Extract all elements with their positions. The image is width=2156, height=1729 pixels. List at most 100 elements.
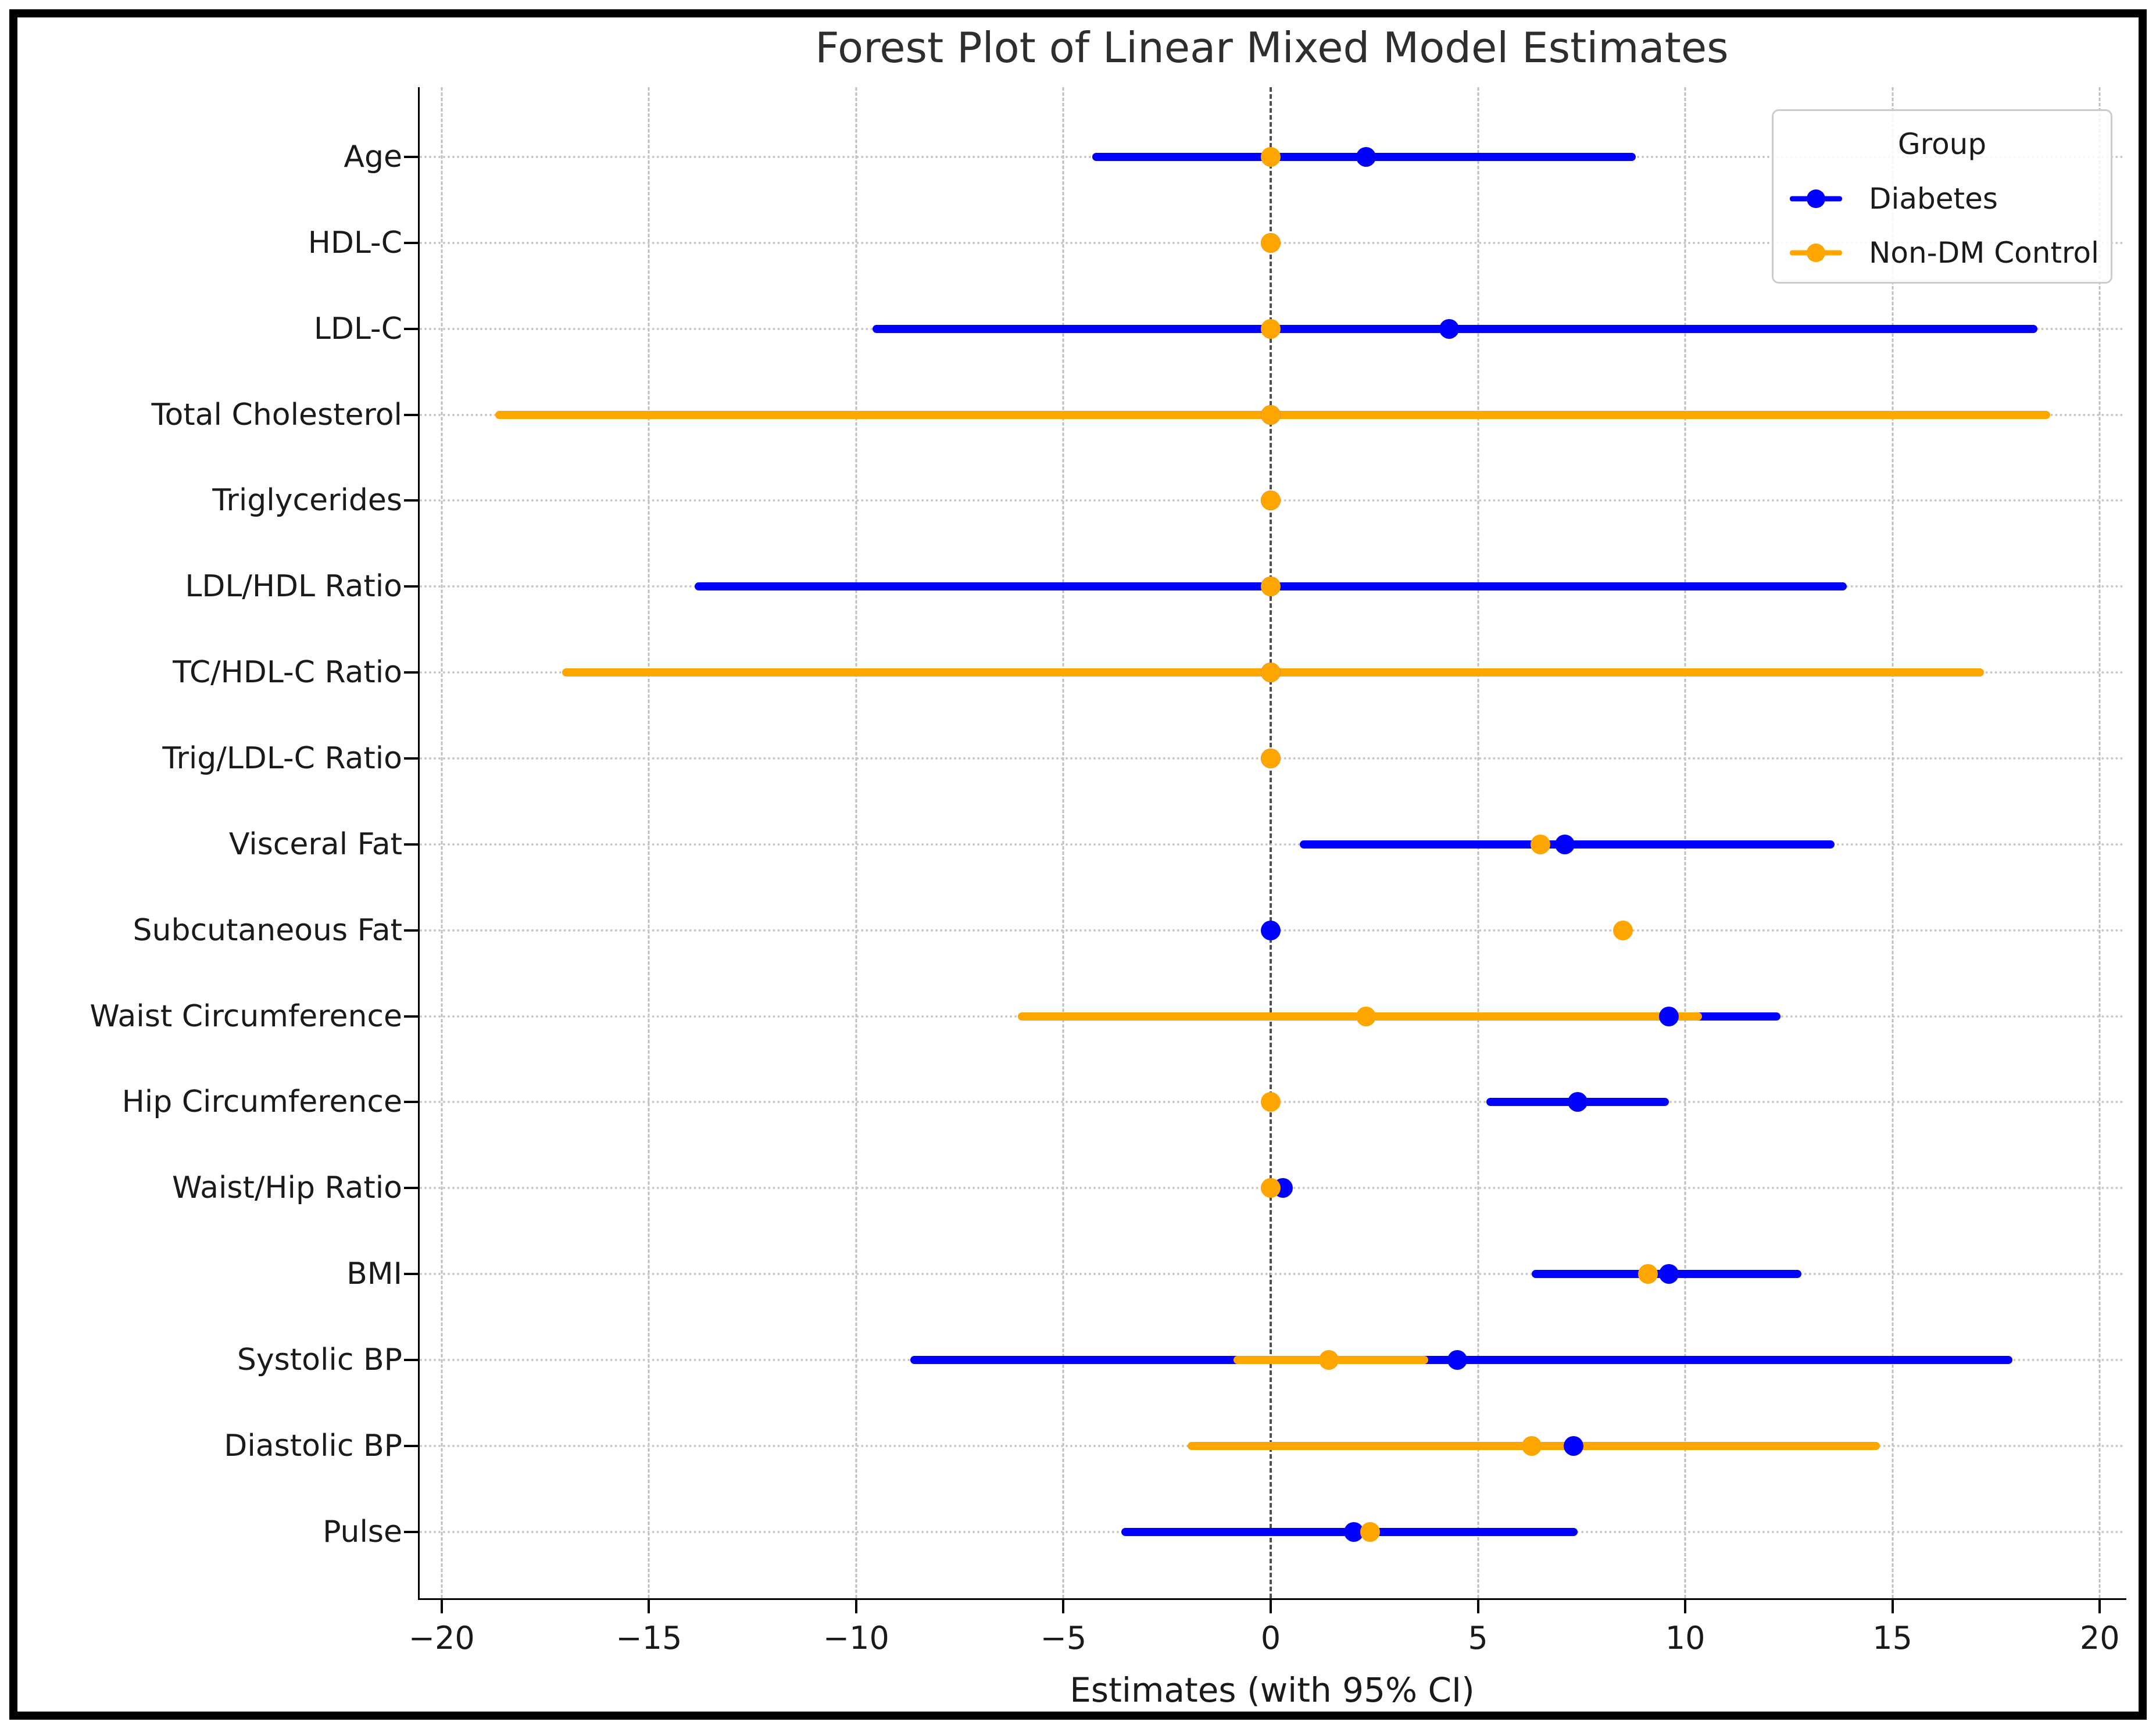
x-tick-label: 0: [1260, 1620, 1281, 1656]
x-axis-label: Estimates (with 95% CI): [1070, 1670, 1475, 1710]
estimate-dot-non-dm-control: [1261, 318, 1281, 339]
estimate-dot-diabetes: [1343, 1522, 1364, 1542]
x-tick-label: 20: [2079, 1620, 2120, 1656]
gridline-15: [1892, 87, 1894, 1598]
x-tick-label: 15: [1872, 1620, 1913, 1656]
y-tick-mark: [404, 241, 420, 244]
gridline--5: [1062, 87, 1064, 1598]
estimate-dot-non-dm-control: [1356, 1006, 1376, 1026]
estimate-dot-non-dm-control: [1360, 1522, 1381, 1542]
y-tick-mark: [404, 1187, 420, 1190]
y-axis-label: Age: [344, 139, 402, 174]
y-tick-mark: [404, 1444, 420, 1447]
y-axis-label: BMI: [346, 1257, 402, 1292]
x-tick-label: −20: [408, 1620, 475, 1656]
gridline--15: [648, 87, 650, 1598]
y-axis-label: Subcutaneous Fat: [133, 912, 402, 948]
y-axis-label: Trig/LDL-C Ratio: [162, 740, 402, 776]
y-axis-label: Systolic BP: [237, 1342, 402, 1377]
estimate-dot-diabetes: [1563, 1436, 1583, 1456]
legend-item-non-dm-control: Non-DM Control: [1790, 236, 2099, 270]
estimate-dot-non-dm-control: [1261, 748, 1281, 768]
y-tick-mark: [404, 1273, 420, 1276]
x-tick-label: −5: [1040, 1620, 1087, 1656]
legend-marker-dot: [1807, 244, 1825, 262]
x-tick-label: 10: [1665, 1620, 1706, 1656]
estimate-dot-diabetes: [1658, 1264, 1679, 1284]
estimate-dot-non-dm-control: [1261, 577, 1281, 597]
y-tick-mark: [404, 585, 420, 588]
estimate-dot-diabetes: [1261, 920, 1281, 940]
y-axis-label: Waist/Hip Ratio: [172, 1170, 402, 1206]
estimate-dot-non-dm-control: [1261, 1092, 1281, 1112]
estimate-dot-non-dm-control: [1613, 920, 1633, 940]
chart-title: Forest Plot of Linear Mixed Model Estima…: [815, 23, 1729, 72]
gridline-20: [2098, 87, 2101, 1598]
estimate-dot-diabetes: [1567, 1092, 1587, 1112]
errorbar-marker-icon: [1790, 189, 1842, 209]
y-tick-mark: [404, 499, 420, 502]
gridline--10: [855, 87, 857, 1598]
y-tick-mark: [404, 1358, 420, 1361]
y-tick-mark: [404, 327, 420, 330]
errorbar-marker-icon: [1790, 243, 1842, 263]
y-tick-mark: [404, 1101, 420, 1104]
legend-label-diabetes: Diabetes: [1869, 182, 1998, 216]
estimate-dot-diabetes: [1447, 1349, 1467, 1370]
estimate-dot-non-dm-control: [1261, 232, 1281, 253]
x-tick-mark: [854, 1598, 857, 1613]
x-tick-mark: [1270, 1598, 1272, 1613]
row-grid-line: [420, 843, 2125, 846]
estimate-dot-diabetes: [1658, 1006, 1679, 1026]
gridline--20: [441, 87, 443, 1598]
estimate-dot-non-dm-control: [1261, 147, 1281, 167]
y-tick-mark: [404, 1015, 420, 1018]
y-axis-label: LDL/HDL Ratio: [185, 569, 402, 604]
y-tick-mark: [404, 757, 420, 760]
y-tick-mark: [404, 929, 420, 932]
x-tick-label: 5: [1468, 1620, 1488, 1656]
estimate-dot-non-dm-control: [1318, 1349, 1339, 1370]
y-axis-label: Total Cholesterol: [151, 397, 402, 432]
x-tick-mark: [2098, 1598, 2101, 1613]
y-axis-label: Pulse: [323, 1514, 402, 1549]
estimate-dot-non-dm-control: [1261, 491, 1281, 511]
y-tick-mark: [404, 671, 420, 674]
row-grid-line: [420, 1273, 2125, 1276]
x-tick-mark: [1476, 1598, 1479, 1613]
y-axis-label: TC/HDL-C Ratio: [173, 655, 402, 690]
y-axis-label: Triglycerides: [212, 483, 402, 518]
zero-reference-line: [1270, 87, 1272, 1598]
y-axis-label: Hip Circumference: [121, 1084, 402, 1120]
legend: Group Diabetes Non-DM Control: [1772, 109, 2112, 284]
x-axis-spine: [418, 1598, 2126, 1600]
estimate-dot-non-dm-control: [1637, 1264, 1658, 1284]
x-tick-label: −10: [823, 1620, 889, 1656]
y-axis-label: HDL-C: [308, 225, 402, 260]
x-tick-mark: [1684, 1598, 1687, 1613]
legend-title: Group: [1897, 127, 1987, 161]
y-axis-label: LDL-C: [313, 311, 402, 346]
y-tick-mark: [404, 1530, 420, 1533]
y-tick-mark: [404, 156, 420, 158]
legend-marker-dot: [1807, 189, 1825, 208]
y-axis-label: Diastolic BP: [224, 1428, 402, 1463]
y-tick-mark: [404, 413, 420, 416]
x-tick-mark: [1891, 1598, 1894, 1613]
estimate-dot-non-dm-control: [1530, 834, 1550, 854]
estimate-dot-non-dm-control: [1261, 1178, 1281, 1198]
estimate-dot-diabetes: [1555, 834, 1575, 854]
estimate-dot-diabetes: [1439, 318, 1459, 339]
estimate-dot-non-dm-control: [1261, 404, 1281, 425]
y-tick-mark: [404, 843, 420, 846]
y-axis-label: Visceral Fat: [228, 826, 402, 862]
legend-item-diabetes: Diabetes: [1790, 182, 1998, 216]
x-tick-mark: [648, 1598, 650, 1613]
estimate-dot-non-dm-control: [1522, 1436, 1542, 1456]
x-tick-label: −15: [616, 1620, 682, 1656]
y-axis-label: Waist Circumference: [90, 998, 402, 1034]
legend-label-non-dm-control: Non-DM Control: [1869, 236, 2099, 270]
estimate-dot-diabetes: [1356, 147, 1376, 167]
x-tick-mark: [1062, 1598, 1065, 1613]
x-tick-mark: [440, 1598, 443, 1613]
